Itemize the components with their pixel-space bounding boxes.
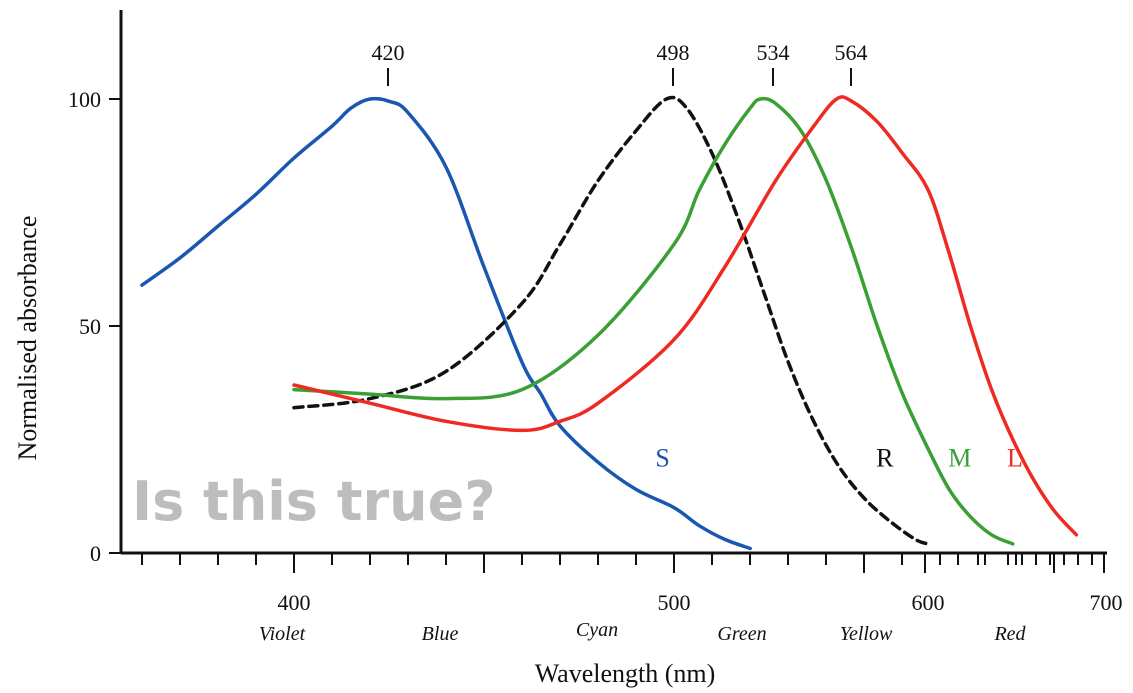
- band-label-blue: Blue: [422, 623, 459, 645]
- band-label-green: Green: [717, 623, 766, 645]
- curve-r: [292, 95, 930, 546]
- curve-m: [292, 96, 1015, 546]
- band-label-cyan: Cyan: [576, 619, 618, 641]
- peak-label: 564: [835, 40, 868, 65]
- x-tick-label: 600: [912, 590, 945, 615]
- x-ticks: 400 500 600 700: [141, 553, 1123, 615]
- x-tick-label: 500: [658, 590, 691, 615]
- curve-label-m: M: [948, 444, 971, 473]
- y-axis-label: Normalised absorbance: [13, 216, 42, 461]
- band-label-yellow: Yellow: [840, 623, 893, 645]
- curve-label-l: L: [1007, 444, 1023, 473]
- curve-label-r: R: [876, 444, 894, 473]
- y-tick-label: 100: [68, 87, 101, 112]
- y-tick-label: 0: [90, 541, 101, 566]
- x-axis-label: Wavelength (nm): [535, 659, 716, 688]
- color-band-labels: Violet Blue Cyan Green Yellow Red: [259, 619, 1027, 645]
- watermark-text: Is this true?: [132, 470, 496, 533]
- y-tick-label: 50: [79, 314, 101, 339]
- band-label-red: Red: [993, 623, 1026, 645]
- band-label-violet: Violet: [259, 623, 306, 645]
- axes: [119, 10, 1107, 555]
- curve-s: [140, 96, 752, 551]
- curves: [140, 95, 1079, 551]
- curve-l: [292, 95, 1079, 537]
- peak-label: 534: [757, 40, 790, 65]
- x-tick-label: 700: [1090, 590, 1123, 615]
- peak-label: 498: [657, 40, 690, 65]
- peak-label: 420: [372, 40, 405, 65]
- peak-ticks: 420 498 534 564: [372, 40, 868, 86]
- x-tick-label: 400: [278, 590, 311, 615]
- curve-label-s: S: [655, 444, 669, 473]
- y-ticks: 0 50 100: [68, 87, 121, 566]
